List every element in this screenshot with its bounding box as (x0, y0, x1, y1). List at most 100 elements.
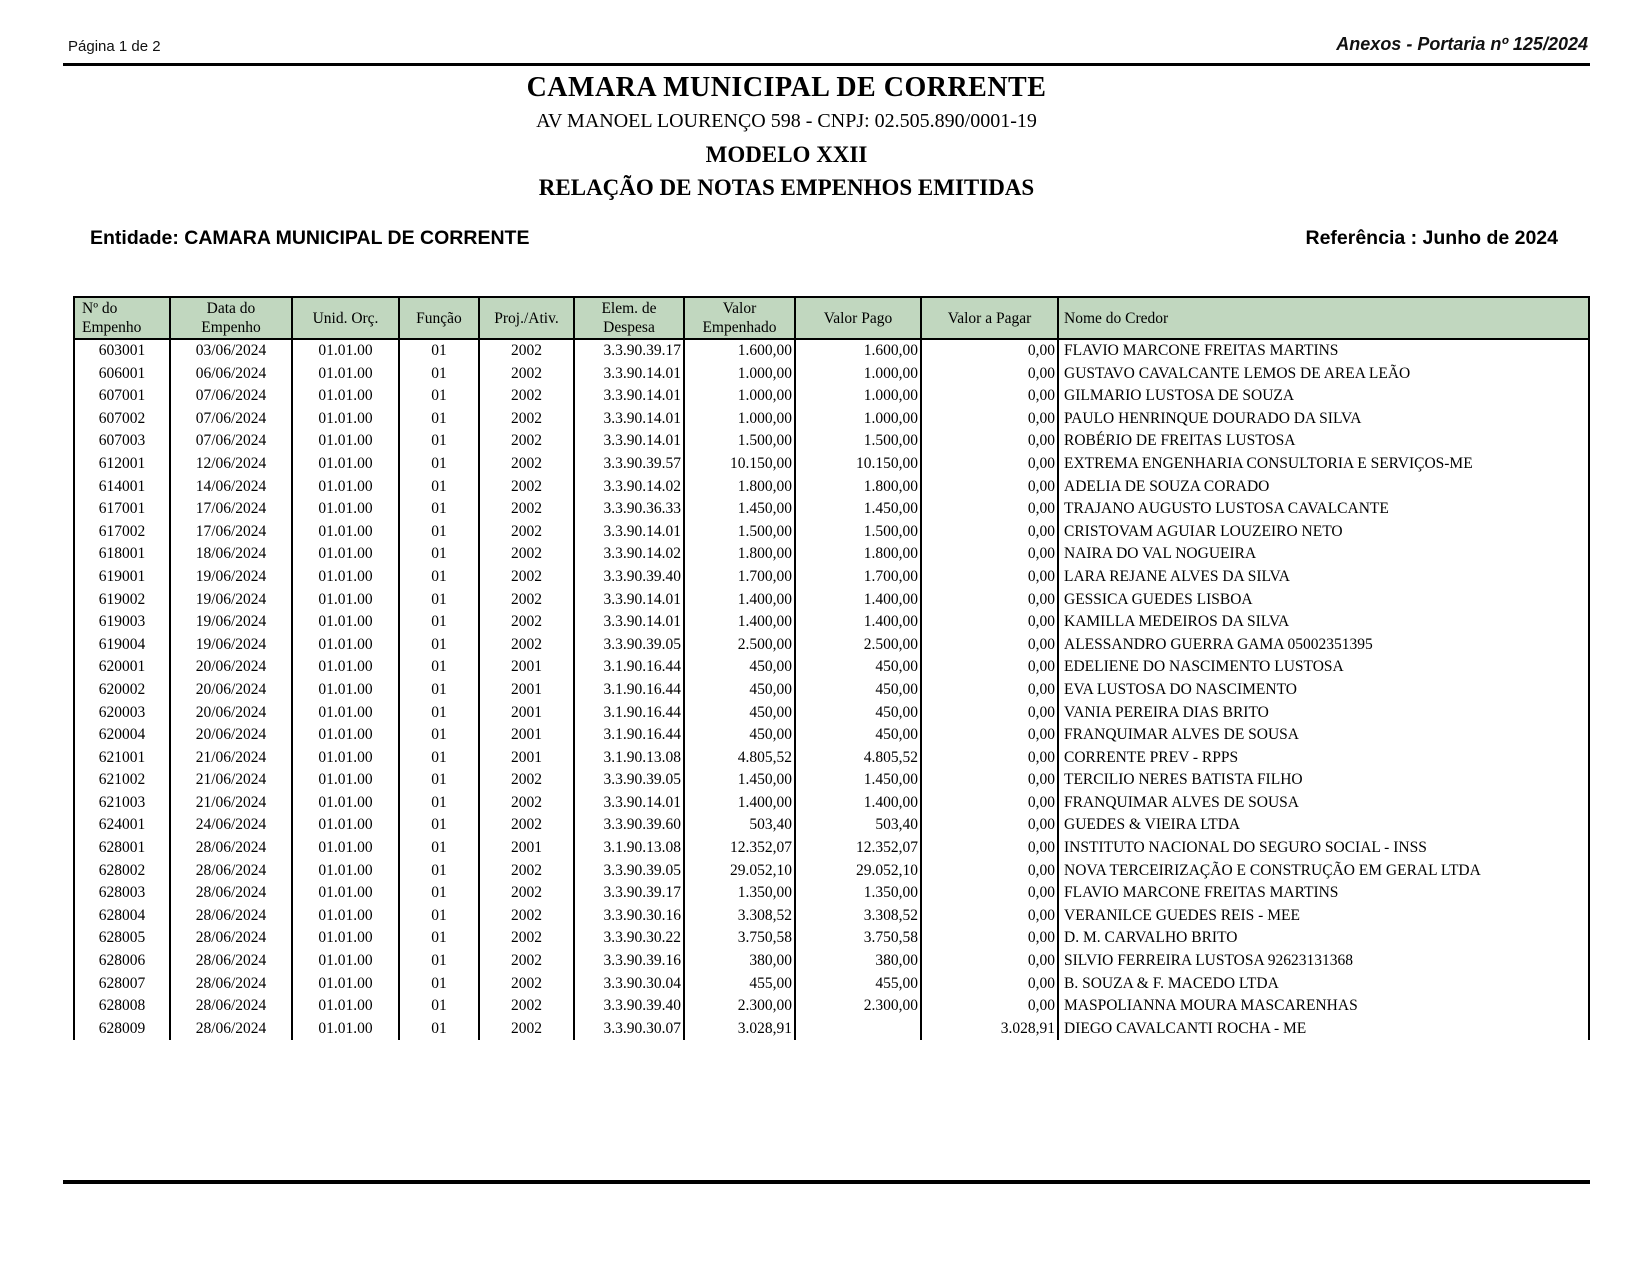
cell-funcao: 01 (398, 520, 480, 544)
cell-funcao: 01 (398, 656, 480, 679)
cell-elem-despesa: 3.3.90.39.05 (573, 769, 685, 792)
cell-funcao: 01 (398, 588, 480, 612)
cell-proj-ativ: 2001 (478, 837, 575, 860)
cell-elem-despesa: 3.3.90.14.01 (573, 407, 685, 431)
table-row: 628003 28/06/2024 01.01.00 01 2002 3.3.90.39.… (73, 882, 1590, 905)
cell-credor-name: EXTREMA ENGENHARIA CONSULTORIA E SERVIÇO… (1057, 452, 1590, 476)
cell-empenho-number: 621002 (73, 769, 171, 792)
table-row: 612001 12/06/2024 01.01.00 01 2002 3.3.90.39.… (73, 452, 1590, 476)
cell-valor-a-pagar: 0,00 (920, 995, 1059, 1018)
cell-valor-pago: 450,00 (794, 701, 922, 725)
column-header-elem-despesa: Elem. de Despesa (573, 296, 685, 340)
cell-proj-ativ: 2002 (478, 904, 575, 928)
cell-elem-despesa: 3.3.90.30.04 (573, 972, 685, 996)
cell-unid-orc: 01.01.00 (291, 814, 400, 838)
cell-proj-ativ: 2002 (478, 452, 575, 476)
cell-credor-name: FLAVIO MARCONE FREITAS MARTINS (1057, 339, 1590, 363)
cell-funcao: 01 (398, 1017, 480, 1041)
cell-credor-name: FRANQUIMAR ALVES DE SOUSA (1057, 724, 1590, 747)
cell-empenho-date: 20/06/2024 (169, 724, 293, 747)
column-header-funcao: Função (398, 296, 480, 340)
cell-credor-name: EDELIENE DO NASCIMENTO LUSTOSA (1057, 656, 1590, 679)
cell-credor-name: KAMILLA MEDEIROS DA SILVA (1057, 611, 1590, 634)
entity-label: Entidade: CAMARA MUNICIPAL DE CORRENTE (90, 227, 530, 249)
cell-funcao: 01 (398, 724, 480, 747)
cell-funcao: 01 (398, 475, 480, 499)
cell-funcao: 01 (398, 633, 480, 657)
cell-unid-orc: 01.01.00 (291, 927, 400, 951)
cell-valor-empenhado: 450,00 (683, 701, 796, 725)
cell-elem-despesa: 3.3.90.14.02 (573, 543, 685, 566)
table-row: 628006 28/06/2024 01.01.00 01 2002 3.3.90.39.… (73, 950, 1590, 973)
column-header-unid-orc: Unid. Orç. (291, 296, 400, 340)
cell-valor-pago: 1.400,00 (794, 791, 922, 815)
model-title: MODELO XXII (705, 142, 868, 167)
column-header-valor-a-pagar: Valor a Pagar (920, 296, 1059, 340)
cell-proj-ativ: 2002 (478, 362, 575, 386)
cell-valor-a-pagar: 0,00 (920, 633, 1059, 657)
cell-empenho-number: 628007 (73, 972, 171, 996)
cell-funcao: 01 (398, 565, 480, 589)
cell-empenho-date: 07/06/2024 (169, 385, 293, 408)
cell-valor-empenhado: 1.600,00 (683, 339, 796, 363)
cell-elem-despesa: 3.3.90.14.01 (573, 385, 685, 408)
cell-credor-name: CORRENTE PREV - RPPS (1057, 746, 1590, 770)
cell-valor-pago: 10.150,00 (794, 452, 922, 476)
cell-unid-orc: 01.01.00 (291, 475, 400, 499)
cell-elem-despesa: 3.1.90.16.44 (573, 656, 685, 679)
cell-credor-name: INSTITUTO NACIONAL DO SEGURO SOCIAL - IN… (1057, 837, 1590, 860)
cell-valor-a-pagar: 0,00 (920, 339, 1059, 363)
cell-unid-orc: 01.01.00 (291, 633, 400, 657)
cell-empenho-number: 620004 (73, 724, 171, 747)
table-row: 628005 28/06/2024 01.01.00 01 2002 3.3.90.30.… (73, 927, 1590, 951)
cell-empenho-number: 614001 (73, 475, 171, 499)
cell-unid-orc: 01.01.00 (291, 339, 400, 363)
cell-funcao: 01 (398, 927, 480, 951)
cell-valor-pago: 1.450,00 (794, 498, 922, 521)
cell-valor-a-pagar: 0,00 (920, 498, 1059, 521)
table-row: 628008 28/06/2024 01.01.00 01 2002 3.3.90.39.… (73, 995, 1590, 1018)
cell-empenho-number: 628004 (73, 904, 171, 928)
cell-proj-ativ: 2002 (478, 814, 575, 838)
column-header-proj-ativ: Proj./Ativ. (478, 296, 575, 340)
table-row: 620002 20/06/2024 01.01.00 01 2001 3.1.90.16.… (73, 678, 1590, 702)
cell-empenho-number: 628002 (73, 859, 171, 883)
cell-proj-ativ: 2002 (478, 520, 575, 544)
cell-valor-a-pagar: 0,00 (920, 972, 1059, 996)
cell-valor-empenhado: 1.400,00 (683, 791, 796, 815)
cell-empenho-date: 21/06/2024 (169, 769, 293, 792)
cell-proj-ativ: 2002 (478, 385, 575, 408)
cell-valor-empenhado: 2.500,00 (683, 633, 796, 657)
cell-funcao: 01 (398, 995, 480, 1018)
cell-elem-despesa: 3.1.90.16.44 (573, 678, 685, 702)
cell-funcao: 01 (398, 769, 480, 792)
cell-valor-empenhado: 1.000,00 (683, 362, 796, 386)
cell-unid-orc: 01.01.00 (291, 611, 400, 634)
cell-valor-pago: 29.052,10 (794, 859, 922, 883)
table-row: 620004 20/06/2024 01.01.00 01 2001 3.1.90.16.… (73, 724, 1590, 747)
cell-valor-empenhado: 380,00 (683, 950, 796, 973)
annex-title: Anexos - Portaria nº 125/2024 (1336, 34, 1588, 54)
cell-funcao: 01 (398, 904, 480, 928)
cell-funcao: 01 (398, 791, 480, 815)
cell-empenho-number: 620002 (73, 678, 171, 702)
cell-funcao: 01 (398, 430, 480, 453)
cell-empenho-number: 621001 (73, 746, 171, 770)
reference-label: Referência : Junho de 2024 (1305, 227, 1558, 249)
cell-unid-orc: 01.01.00 (291, 678, 400, 702)
cell-valor-pago: 1.350,00 (794, 882, 922, 905)
cell-empenho-date: 19/06/2024 (169, 588, 293, 612)
cell-valor-pago: 3.308,52 (794, 904, 922, 928)
cell-empenho-date: 28/06/2024 (169, 859, 293, 883)
cell-valor-empenhado: 4.805,52 (683, 746, 796, 770)
cell-valor-a-pagar: 0,00 (920, 904, 1059, 928)
cell-unid-orc: 01.01.00 (291, 1017, 400, 1041)
table-row: 619001 19/06/2024 01.01.00 01 2002 3.3.90.39.… (73, 565, 1590, 589)
cell-credor-name: EVA LUSTOSA DO NASCIMENTO (1057, 678, 1590, 702)
table-row: 620001 20/06/2024 01.01.00 01 2001 3.1.90.16.… (73, 656, 1590, 679)
cell-valor-empenhado: 1.700,00 (683, 565, 796, 589)
cell-valor-empenhado: 450,00 (683, 678, 796, 702)
cell-valor-a-pagar: 0,00 (920, 769, 1059, 792)
cell-elem-despesa: 3.3.90.30.16 (573, 904, 685, 928)
cell-valor-pago (794, 1017, 922, 1041)
